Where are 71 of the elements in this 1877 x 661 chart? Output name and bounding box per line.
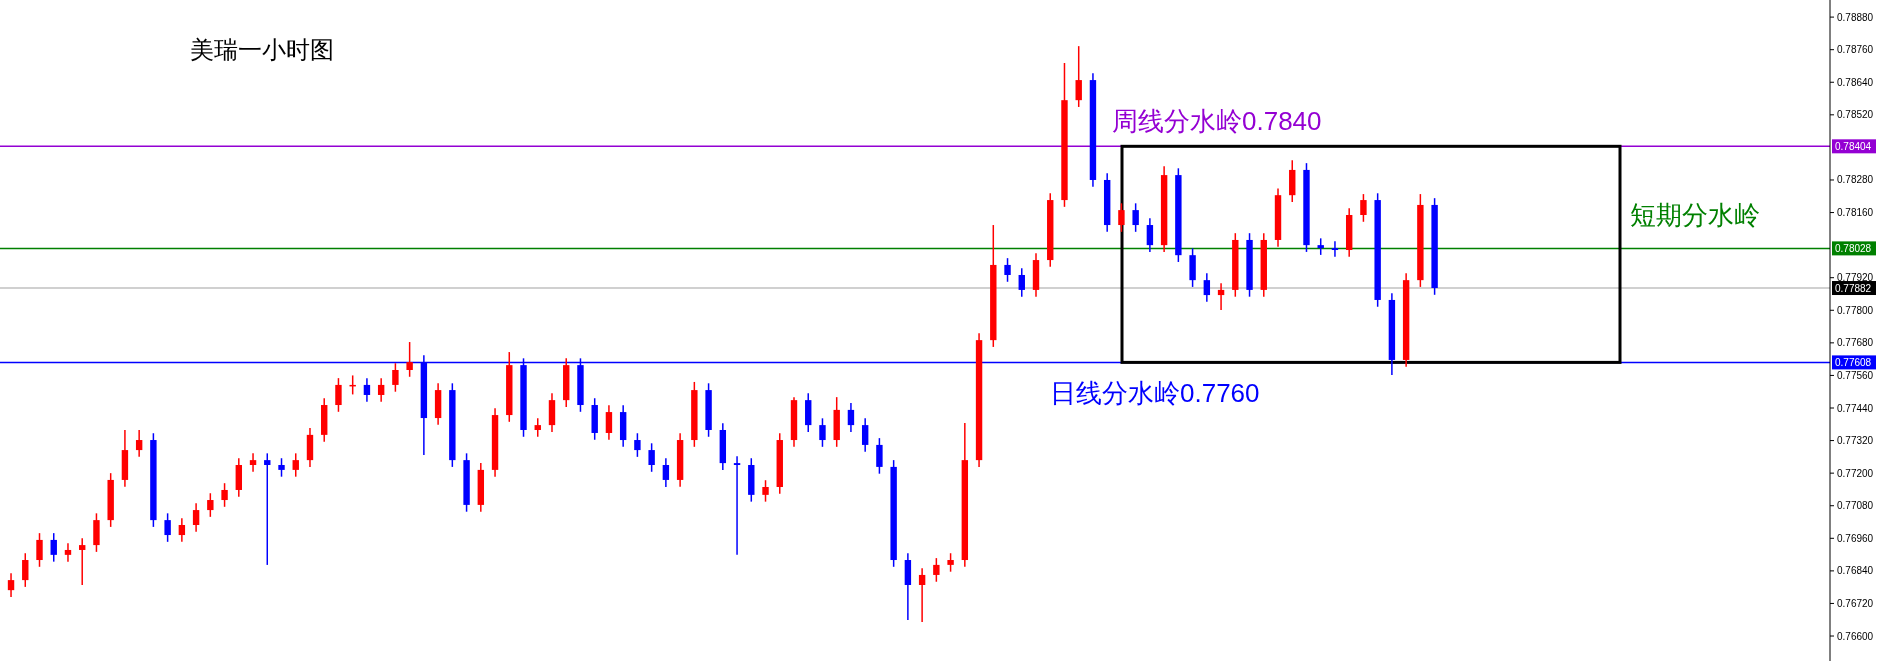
annotation: 日线分水岭0.7760: [1050, 378, 1260, 409]
candlestick: [733, 455, 741, 556]
candlestick: [164, 512, 171, 543]
candlestick: [264, 452, 271, 566]
candlestick: [221, 482, 228, 508]
candlestick: [933, 557, 940, 583]
y-tick-label: 0.77560: [1837, 369, 1874, 381]
ref-line-label: 0.77882: [1835, 282, 1872, 294]
candlestick: [819, 417, 826, 448]
y-tick-label: 0.76720: [1837, 597, 1874, 609]
y-tick-label: 0.77440: [1837, 402, 1874, 414]
candlestick: [135, 429, 143, 458]
candlestick: [1217, 282, 1225, 311]
candlestick: [1004, 257, 1011, 283]
candlestick: [762, 479, 769, 503]
candlestick: [22, 552, 29, 588]
candlestick: [1018, 267, 1025, 298]
y-tick-label: 0.77920: [1837, 272, 1874, 284]
candlestick: [249, 452, 257, 473]
candlestick: [335, 377, 342, 413]
y-tick-label: 0.77800: [1837, 304, 1874, 316]
candlestick: [392, 362, 399, 393]
ref-line-label: 0.78404: [1835, 140, 1872, 152]
y-tick-label: 0.78640: [1837, 76, 1874, 88]
candlestick: [648, 442, 655, 473]
candlestick: [605, 404, 613, 441]
candlestick: [918, 567, 926, 623]
candlestick: [406, 341, 413, 378]
candlestick: [947, 552, 954, 573]
candlestick: [292, 452, 299, 478]
candlestick: [36, 532, 43, 568]
y-tick-label: 0.76960: [1837, 532, 1874, 544]
candlestick: [79, 537, 86, 586]
candlestick: [847, 402, 855, 433]
candlestick: [876, 437, 883, 475]
y-tick-label: 0.76840: [1837, 565, 1874, 577]
candlestick: [1360, 193, 1367, 223]
ref-line-label: 0.78028: [1835, 242, 1872, 254]
y-tick-label: 0.78520: [1837, 109, 1874, 121]
annotation: 周线分水岭0.7840: [1112, 106, 1322, 137]
candlestick: [178, 517, 186, 543]
y-tick-label: 0.78760: [1837, 44, 1874, 56]
y-tick-label: 0.77320: [1837, 435, 1874, 447]
candlestick: [662, 457, 670, 488]
y-tick-label: 0.78880: [1837, 11, 1874, 23]
candlestick: [363, 377, 371, 403]
annotation: 短期分水岭: [1630, 200, 1760, 231]
candlestick: [1132, 202, 1139, 233]
y-tick-label: 0.77080: [1837, 500, 1874, 512]
y-tick-label: 0.77680: [1837, 337, 1874, 349]
candlestick: [278, 457, 285, 478]
y-tick-label: 0.77200: [1837, 467, 1874, 479]
candlestick: [1118, 202, 1125, 233]
candlestick: [7, 572, 15, 598]
candlestick: [50, 532, 57, 563]
candlestick: [207, 492, 214, 518]
y-tick-label: 0.78160: [1837, 207, 1874, 219]
candlestick: [861, 417, 869, 453]
text: 美瑞一小时图: [190, 36, 334, 64]
candlestick: [634, 432, 641, 458]
ref-line-label: 0.77608: [1835, 356, 1872, 368]
candlestick: [1146, 217, 1154, 253]
candlestick: [1203, 272, 1211, 303]
candlestick: [64, 542, 72, 563]
candlestick: [1075, 45, 1082, 108]
candlestick: [192, 502, 200, 533]
candlestick: [377, 377, 385, 403]
candlestick: [1331, 240, 1339, 258]
candlestick: [534, 417, 541, 438]
y-tick-label: 0.78280: [1837, 174, 1874, 186]
y-tick-label: 0.76600: [1837, 630, 1874, 642]
